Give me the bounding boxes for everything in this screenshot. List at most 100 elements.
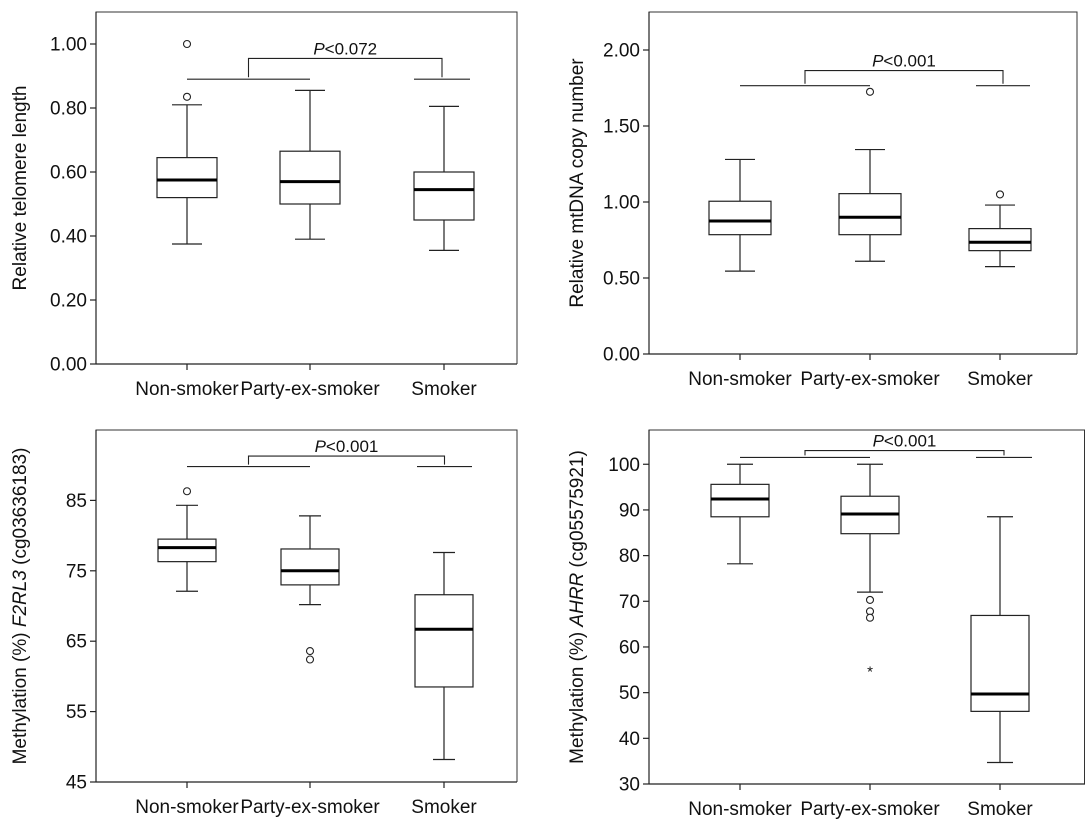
y-axis-label-part: (cg05575921) xyxy=(567,450,588,573)
y-tick-label: 55 xyxy=(66,702,87,723)
y-tick-label: 50 xyxy=(619,683,640,704)
significance-bracket xyxy=(804,69,1004,84)
box-3 xyxy=(414,551,474,761)
box-1 xyxy=(157,487,217,592)
x-tick-label: Party-ex-smoker xyxy=(240,797,380,818)
y-tick-label: 0.40 xyxy=(50,227,87,248)
y-tick-label: 65 xyxy=(66,632,87,653)
outlier-point xyxy=(865,595,875,604)
box-2 xyxy=(280,515,340,664)
p-value-label: P<0.001 xyxy=(315,437,379,456)
box-2 xyxy=(279,89,341,240)
outlier-point xyxy=(182,92,192,101)
plot-frame xyxy=(648,11,1078,354)
iqr-box xyxy=(280,548,340,586)
y-tick-label: 2.00 xyxy=(603,41,640,62)
p-value-text: <0.072 xyxy=(325,39,377,58)
y-tick-label: 80 xyxy=(619,546,640,567)
x-tick-label: Non-smoker xyxy=(135,797,239,818)
x-tick-label: Party-ex-smoker xyxy=(800,369,940,390)
outlier-point xyxy=(182,39,192,49)
outlier-point xyxy=(995,190,1005,199)
y-tick-label: 90 xyxy=(619,500,640,521)
y-tick-label: 30 xyxy=(619,775,640,796)
iqr-box xyxy=(708,200,772,236)
significance-bracket xyxy=(247,57,443,78)
x-tick-label: Smoker xyxy=(411,797,477,818)
y-axis-label-part: (cg03636183) xyxy=(10,448,31,571)
p-value-text: <0.001 xyxy=(884,432,936,451)
y-axis-label-italic: F2RL3 xyxy=(10,570,31,627)
box-3 xyxy=(413,105,475,251)
y-axis-label: Methylation (%) F2RL3 (cg03636183) xyxy=(10,448,31,765)
chart-panel-3: 45 55 65 75 85 Non-smoker Party-ex-smoker Smoke… xyxy=(10,429,518,818)
x-tick-label: Smoker xyxy=(967,369,1033,390)
y-tick-label: 70 xyxy=(619,592,640,613)
y-tick-label: 75 xyxy=(66,561,87,582)
y-axis-label-part: Methylation (%) xyxy=(567,627,588,764)
x-tick-label: Party-ex-smoker xyxy=(240,379,380,400)
iqr-box xyxy=(968,228,1032,252)
box-1 xyxy=(156,39,218,245)
x-tick-label: Smoker xyxy=(411,379,477,400)
iqr-box xyxy=(838,193,902,236)
y-axis-label-part: Methylation (%) xyxy=(10,627,31,764)
chart-panel-1: 0.00 0.20 0.40 0.60 0.80 1.00 Non-smoker Party-… xyxy=(10,11,518,400)
iqr-box xyxy=(279,150,341,205)
outlier-point xyxy=(182,487,192,496)
iqr-box xyxy=(157,538,217,563)
y-tick-label: 1.00 xyxy=(603,193,640,214)
significance-bracket xyxy=(804,450,1005,456)
x-tick-label: Party-ex-smoker xyxy=(800,799,940,820)
box-3 xyxy=(970,516,1030,764)
box-1 xyxy=(710,463,770,565)
y-tick-label: 40 xyxy=(619,729,640,750)
outlier-point xyxy=(305,655,315,664)
outlier-point xyxy=(865,613,875,622)
outlier-point xyxy=(865,87,875,96)
chart-panel-2: 0.00 0.50 1.00 1.50 2.00 Non-smoker Party-ex-s… xyxy=(567,11,1078,390)
y-axis-label-part: Relative telomere length xyxy=(10,86,31,291)
y-tick-label: 0.20 xyxy=(50,291,87,312)
x-tick-label: Non-smoker xyxy=(688,369,792,390)
box-1 xyxy=(708,158,772,272)
x-tick-label: Non-smoker xyxy=(135,379,239,400)
iqr-box xyxy=(970,614,1030,712)
box-3 xyxy=(968,190,1032,268)
y-tick-label: 45 xyxy=(66,773,87,794)
x-tick-label: Smoker xyxy=(967,799,1033,820)
x-tick-label: Non-smoker xyxy=(688,799,792,820)
y-tick-label: 0.80 xyxy=(50,99,87,120)
iqr-box xyxy=(413,171,475,221)
iqr-box xyxy=(414,594,474,688)
y-axis-label-part: Relative mtDNA copy number xyxy=(567,58,588,308)
extreme-outlier-mark: * xyxy=(867,664,873,681)
iqr-box xyxy=(156,157,218,199)
p-value-symbol: P xyxy=(872,52,884,71)
y-tick-label: 1.00 xyxy=(50,35,87,56)
outlier-point xyxy=(305,647,315,656)
y-tick-label: 60 xyxy=(619,637,640,658)
p-value-symbol: P xyxy=(313,39,325,58)
p-value-text: <0.001 xyxy=(326,437,378,456)
chart-panel-4: 30 40 50 60 70 80 90 100 Non-smoker Party-ex-smok… xyxy=(567,429,1085,820)
y-tick-label: 85 xyxy=(66,491,87,512)
significance-bracket xyxy=(247,455,446,465)
p-value-label: P<0.001 xyxy=(872,52,936,71)
y-axis-label: Methylation (%) AHRR (cg05575921) xyxy=(567,450,588,764)
y-tick-label: 100 xyxy=(608,455,640,476)
p-value-text: <0.001 xyxy=(883,52,935,71)
box-2: * xyxy=(840,463,900,681)
y-tick-label: 1.50 xyxy=(603,117,640,138)
y-tick-label: 0.50 xyxy=(603,269,640,290)
plot-frame xyxy=(648,429,1085,784)
p-value-label: P<0.001 xyxy=(873,432,937,451)
iqr-box xyxy=(710,483,770,518)
p-value-symbol: P xyxy=(873,432,885,451)
box-2 xyxy=(838,87,902,262)
y-axis-label: Relative mtDNA copy number xyxy=(567,58,588,308)
y-tick-label: 0.00 xyxy=(603,345,640,366)
p-value-symbol: P xyxy=(315,437,327,456)
p-value-label: P<0.072 xyxy=(313,39,377,58)
